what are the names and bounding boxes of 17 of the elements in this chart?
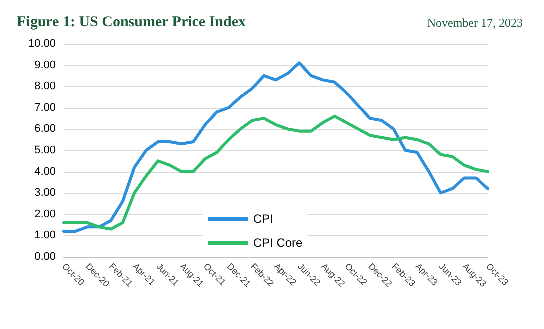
y-tick-label: 0.00 (34, 251, 56, 263)
y-tick-label: 2.00 (34, 208, 56, 220)
line-series (62, 62, 490, 233)
legend-label: CPI Core (253, 236, 304, 250)
y-tick-label: 8.00 (34, 80, 56, 93)
y-tick-label: 10.00 (28, 38, 56, 50)
legend-label: CPI (253, 212, 274, 226)
y-tick-label: 5.00 (34, 144, 56, 156)
chart-title: Figure 1: US Consumer Price Index (17, 14, 247, 30)
chart-subtitle: November 17, 2023 (427, 16, 524, 30)
y-tick-label: 7.00 (34, 102, 56, 114)
y-tick-label: 4.00 (34, 166, 56, 178)
line-series (62, 114, 490, 231)
y-tick-label: 3.00 (34, 187, 56, 200)
y-tick-label: 9.00 (34, 59, 56, 72)
y-tick-label: 6.00 (34, 123, 56, 136)
y-tick-label: 1.00 (34, 230, 56, 242)
